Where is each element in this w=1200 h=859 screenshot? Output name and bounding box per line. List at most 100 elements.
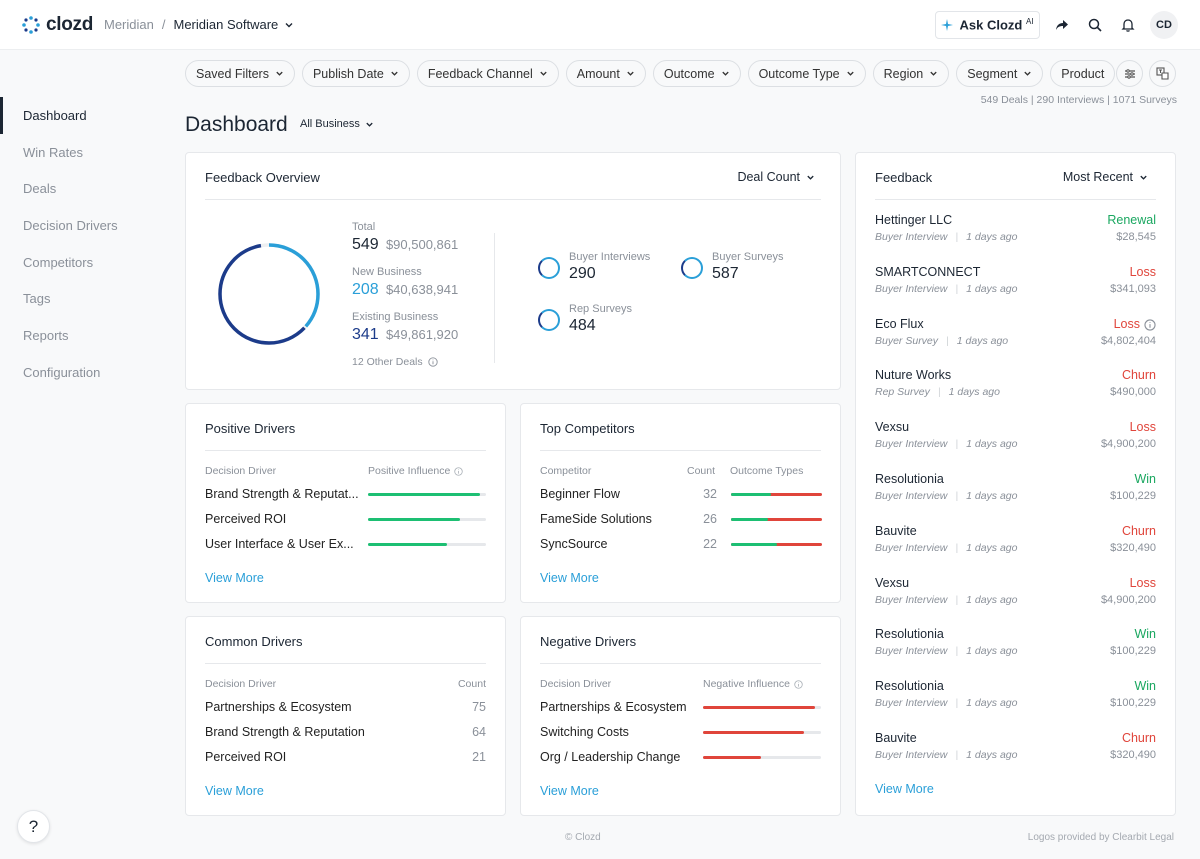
info-icon[interactable] bbox=[427, 357, 438, 367]
competitor-name: Beginner Flow bbox=[540, 487, 620, 501]
view-more-link[interactable]: View More bbox=[875, 782, 934, 796]
chevron-down-icon[interactable] bbox=[284, 20, 294, 30]
sidebar-item-tags[interactable]: Tags bbox=[23, 291, 51, 307]
driver-label: Perceived ROI bbox=[205, 512, 287, 526]
driver-label: Brand Strength & Reputat... bbox=[205, 487, 359, 501]
sort-dropdown[interactable]: Most Recent bbox=[1063, 170, 1148, 184]
driver-label: Partnerships & Ecosystem bbox=[205, 700, 352, 714]
result-counts: 549 Deals | 290 Interviews | 1071 Survey… bbox=[980, 94, 1177, 106]
footer-links[interactable]: Logos provided by Clearbit Legal bbox=[1027, 832, 1174, 843]
filter-saved-filters[interactable]: Saved Filters bbox=[185, 60, 295, 87]
filter-segment[interactable]: Segment bbox=[956, 60, 1044, 87]
view-more-link[interactable]: View More bbox=[205, 571, 264, 585]
filter-label: Feedback Channel bbox=[427, 66, 533, 81]
bell-icon[interactable] bbox=[1118, 15, 1138, 35]
donut-existing-business-arc bbox=[218, 243, 320, 345]
driver-count: 64 bbox=[472, 725, 486, 739]
info-icon[interactable] bbox=[1144, 319, 1156, 334]
feedback-item[interactable]: Bauvite Buyer Interview | 1 days ago Churn $3… bbox=[875, 731, 1156, 771]
ring-icon bbox=[538, 257, 560, 279]
competitor-row[interactable]: Beginner Flow 32 bbox=[540, 484, 821, 504]
driver-row[interactable]: Org / Leadership Change bbox=[540, 747, 821, 767]
deal-amount: $4,900,200 bbox=[1100, 593, 1156, 606]
chevron-down-icon bbox=[391, 71, 398, 76]
page-title: Dashboard bbox=[185, 113, 288, 136]
translate-icon[interactable] bbox=[1149, 60, 1176, 87]
outcome-badge: Loss bbox=[1113, 316, 1140, 331]
existing-business-summary: Existing Business 341 $49,861,920 bbox=[352, 311, 458, 344]
sidebar-item-deals[interactable]: Deals bbox=[23, 181, 57, 197]
filter-amount[interactable]: Amount bbox=[565, 60, 646, 87]
feedback-age: 1 days ago bbox=[966, 645, 1018, 658]
feedback-item[interactable]: Hettinger LLC Buyer Interview | 1 days ago R… bbox=[875, 213, 1156, 253]
avatar[interactable]: CD bbox=[1150, 11, 1178, 39]
driver-row[interactable]: Brand Strength & Reputation 64 bbox=[205, 722, 486, 742]
feedback-item[interactable]: Resolutionia Buyer Interview | 1 days ago Wi… bbox=[875, 472, 1156, 512]
driver-row[interactable]: Perceived ROI 21 bbox=[205, 747, 486, 767]
driver-row[interactable]: Partnerships & Ecosystem bbox=[540, 697, 821, 717]
competitor-row[interactable]: SyncSource 22 bbox=[540, 534, 821, 554]
breadcrumb-current[interactable]: Meridian Software bbox=[173, 17, 279, 32]
filter-publish-date[interactable]: Publish Date bbox=[301, 60, 410, 87]
total-count: 549 bbox=[352, 236, 379, 253]
feedback-item[interactable]: Vexsu Buyer Interview | 1 days ago Loss $4,90… bbox=[875, 576, 1156, 616]
info-icon[interactable] bbox=[454, 466, 463, 476]
sidebar-item-win-rates[interactable]: Win Rates bbox=[23, 144, 83, 160]
sidebar-item-reports[interactable]: Reports bbox=[23, 327, 69, 343]
driver-row[interactable]: User Interface & User Ex... bbox=[205, 534, 486, 554]
ask-clozd-button[interactable]: Ask Clozd AI bbox=[935, 11, 1040, 39]
sidebar-item-configuration[interactable]: Configuration bbox=[23, 364, 101, 380]
column-header: Count bbox=[457, 678, 486, 690]
existing-business-amount: $49,861,920 bbox=[385, 327, 459, 342]
competitor-row[interactable]: FameSide Solutions 26 bbox=[540, 509, 821, 529]
driver-row[interactable]: Switching Costs bbox=[540, 722, 821, 742]
breadcrumb-parent[interactable]: Meridian bbox=[104, 17, 154, 32]
feedback-item[interactable]: Resolutionia Buyer Interview | 1 days ago Wi… bbox=[875, 627, 1156, 667]
feedback-age: 1 days ago bbox=[966, 697, 1018, 710]
feedback-type: Buyer Survey bbox=[875, 334, 939, 347]
influence-bar bbox=[368, 543, 486, 546]
feedback-item[interactable]: SMARTCONNECT Buyer Interview | 1 days ago Lo… bbox=[875, 265, 1156, 305]
info-icon[interactable] bbox=[794, 679, 803, 689]
view-more-link[interactable]: View More bbox=[540, 784, 599, 798]
chevron-down-icon bbox=[1140, 175, 1147, 180]
filter-settings-icon[interactable] bbox=[1116, 60, 1143, 87]
business-scope-dropdown[interactable]: All Business bbox=[300, 118, 374, 130]
search-icon[interactable] bbox=[1085, 15, 1105, 35]
driver-row[interactable]: Perceived ROI bbox=[205, 509, 486, 529]
feedback-overview-card: Feedback Overview Deal Count Total 549 $… bbox=[185, 152, 841, 390]
outcome-badge: Churn bbox=[1121, 368, 1156, 383]
share-icon[interactable] bbox=[1052, 15, 1072, 35]
filter-product[interactable]: Product bbox=[1050, 60, 1116, 87]
feedback-item[interactable]: Eco Flux Buyer Survey | 1 days ago Loss $4,80… bbox=[875, 317, 1156, 357]
filter-outcome-type[interactable]: Outcome Type bbox=[747, 60, 866, 87]
positive-drivers-card: Positive Drivers Decision Driver Positiv… bbox=[185, 403, 506, 603]
feedback-item[interactable]: Vexsu Buyer Interview | 1 days ago Loss $4,90… bbox=[875, 420, 1156, 460]
clozd-logo[interactable]: clozd bbox=[22, 14, 93, 36]
filter-label: Saved Filters bbox=[196, 66, 269, 81]
feedback-item[interactable]: Resolutionia Buyer Interview | 1 days ago Wi… bbox=[875, 679, 1156, 719]
filter-outcome[interactable]: Outcome bbox=[652, 60, 741, 87]
sidebar-item-dashboard[interactable]: Dashboard bbox=[0, 97, 160, 134]
company-name: Resolutionia bbox=[875, 679, 944, 694]
filter-region[interactable]: Region bbox=[872, 60, 950, 87]
new-business-amount: $40,638,941 bbox=[385, 282, 459, 297]
feedback-age: 1 days ago bbox=[966, 749, 1018, 761]
filter-feedback-channel[interactable]: Feedback Channel bbox=[416, 60, 559, 87]
feedback-item[interactable]: Bauvite Buyer Interview | 1 days ago Churn $3… bbox=[875, 524, 1156, 564]
help-button[interactable]: ? bbox=[17, 810, 50, 843]
sidebar-item-competitors[interactable]: Competitors bbox=[23, 254, 94, 270]
sidebar-item-decision-drivers[interactable]: Decision Drivers bbox=[23, 217, 118, 233]
total-summary: Total 549 $90,500,861 bbox=[352, 221, 458, 254]
feedback-item[interactable]: Nuture Works Rep Survey | 1 days ago Churn $4… bbox=[875, 368, 1156, 408]
view-more-link[interactable]: View More bbox=[205, 784, 264, 798]
metric-dropdown[interactable]: Deal Count bbox=[737, 170, 815, 184]
influence-bar bbox=[703, 731, 821, 734]
chevron-down-icon bbox=[807, 175, 814, 180]
driver-row[interactable]: Brand Strength & Reputat... bbox=[205, 484, 486, 504]
view-more-link[interactable]: View More bbox=[540, 571, 599, 585]
chevron-down-icon bbox=[366, 122, 373, 127]
card-title: Feedback bbox=[875, 170, 933, 185]
divider bbox=[494, 233, 495, 363]
driver-row[interactable]: Partnerships & Ecosystem 75 bbox=[205, 697, 486, 717]
